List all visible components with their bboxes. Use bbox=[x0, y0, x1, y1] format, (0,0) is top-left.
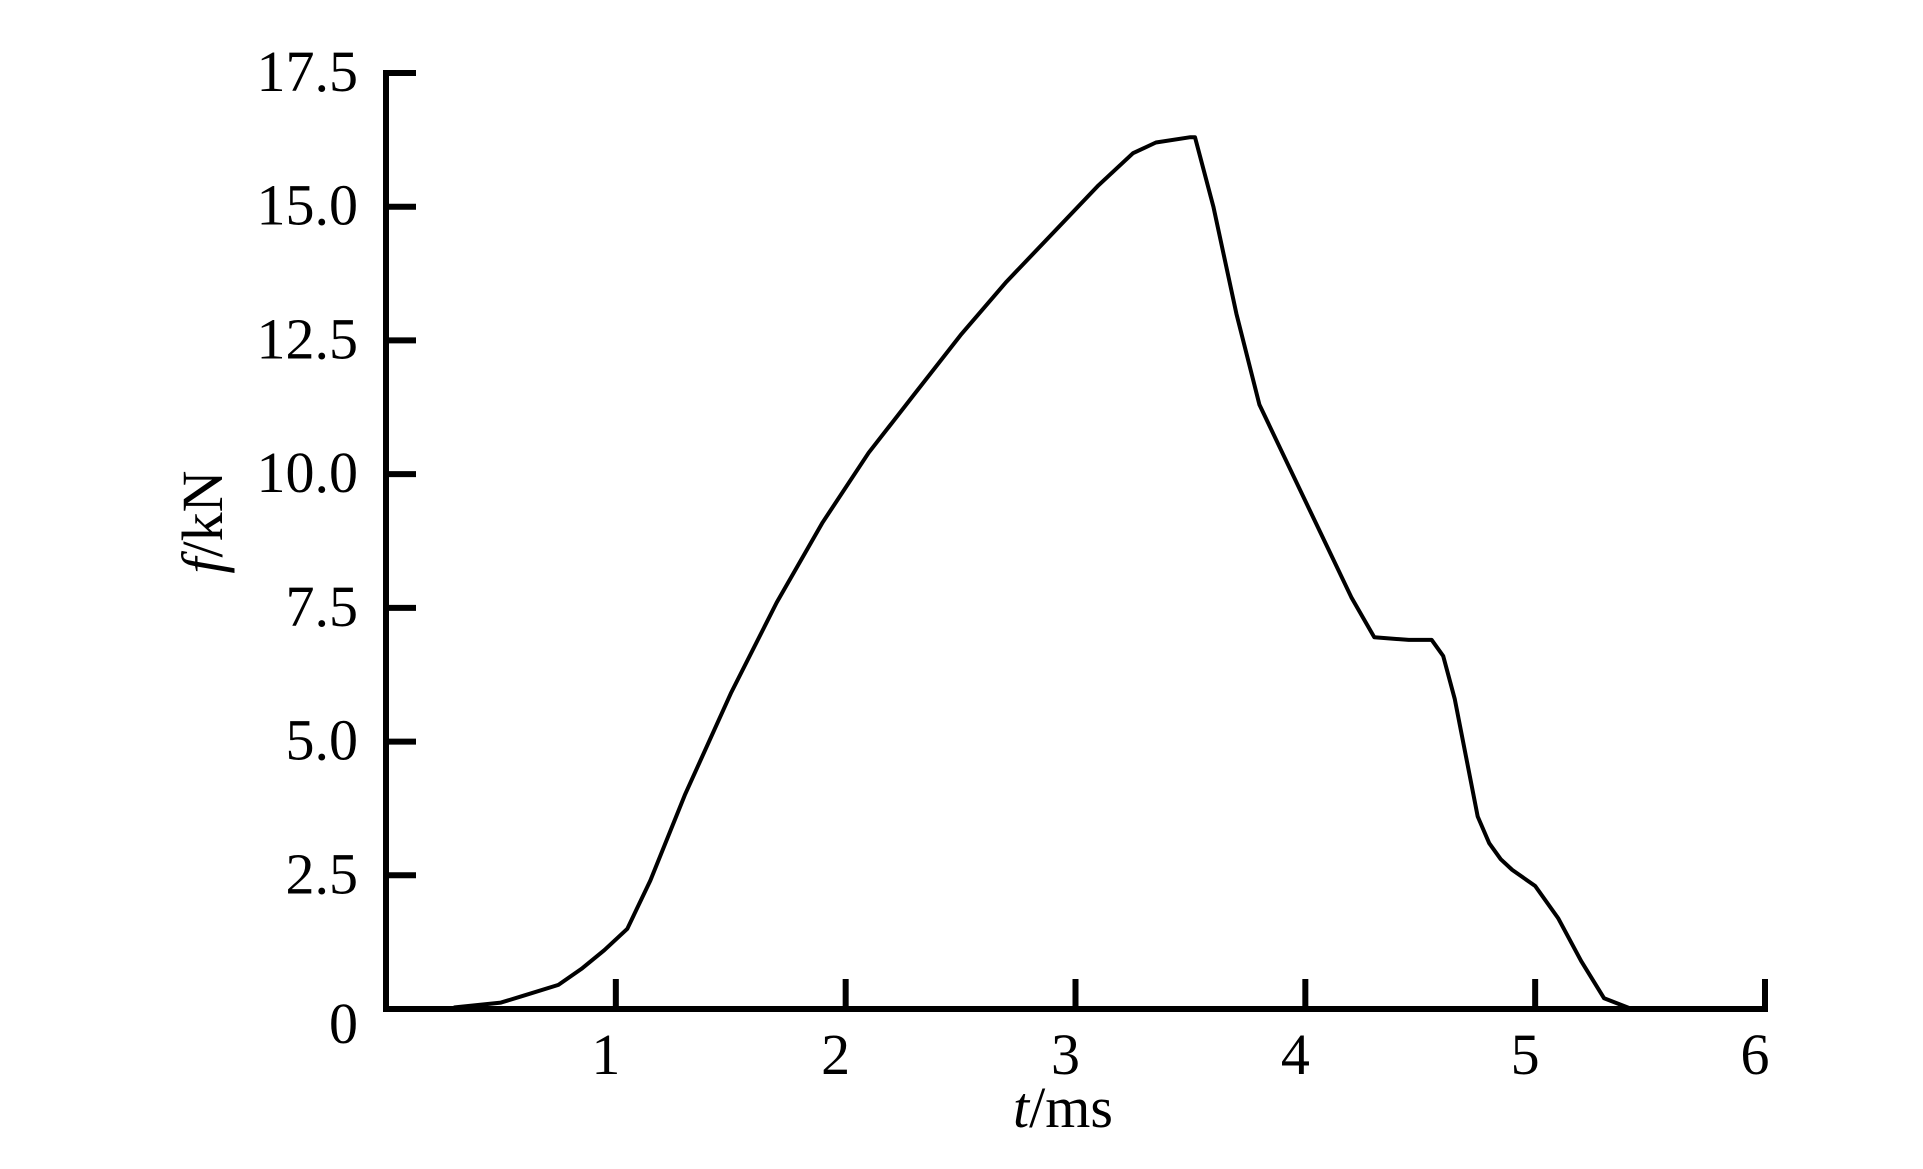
y-tick-marks bbox=[386, 70, 416, 879]
force-curve-line bbox=[452, 135, 1634, 1011]
x-axis-title: t/ms bbox=[1013, 1075, 1113, 1140]
y-axis-title: f/kN bbox=[170, 470, 235, 573]
x-tick-label: 3 bbox=[1051, 1022, 1080, 1087]
y-axis-unit: /kN bbox=[170, 470, 235, 557]
x-axis-unit: /ms bbox=[1029, 1075, 1113, 1140]
y-tick-label: 17.5 bbox=[257, 39, 359, 104]
x-tick-label: 4 bbox=[1281, 1022, 1310, 1087]
y-tick-label: 10.0 bbox=[257, 440, 359, 505]
y-tick-label: 7.5 bbox=[286, 574, 359, 639]
y-tick-label: 15.0 bbox=[257, 173, 359, 238]
x-tick-marks bbox=[612, 979, 1768, 1009]
y-tick-labels: 0 2.5 5.0 7.5 10.0 12.5 15.0 17.5 bbox=[257, 39, 359, 1056]
x-tick-labels: 1 2 3 4 5 6 bbox=[591, 1022, 1769, 1087]
x-tick-label: 2 bbox=[821, 1022, 850, 1087]
y-tick-label: 5.0 bbox=[286, 708, 359, 773]
x-tick-label: 6 bbox=[1741, 1022, 1770, 1087]
x-tick-label: 5 bbox=[1511, 1022, 1540, 1087]
y-tick-label: 0 bbox=[329, 991, 358, 1056]
y-tick-label: 2.5 bbox=[286, 841, 359, 906]
x-tick-label: 1 bbox=[591, 1022, 620, 1087]
y-tick-label: 12.5 bbox=[257, 306, 359, 371]
x-axis-symbol: t bbox=[1013, 1075, 1031, 1140]
